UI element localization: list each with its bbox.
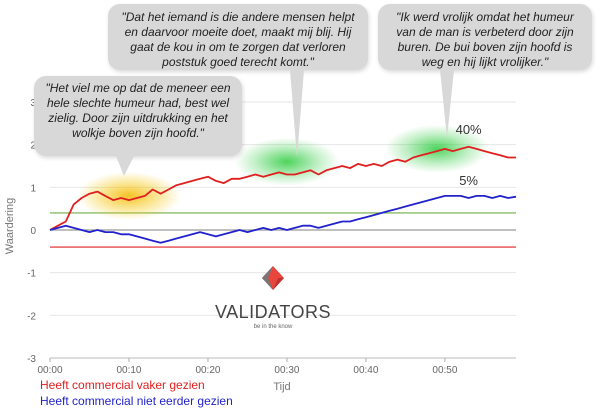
validators-logo-icon [262,266,284,290]
quote-bubble-2: "Dat het iemand is die andere mensen hel… [108,4,368,158]
x-tick-label: 00:50 [432,365,457,376]
series-line-red [49,145,516,231]
x-tick-label: 00:00 [37,365,62,376]
y-tick-label: 1 [30,183,36,194]
y-axis-label: Waardering [4,198,16,254]
y-tick-label: 3 [30,98,36,109]
y-tick-labels: -3 -2 -1 0 1 2 3 [27,98,36,365]
y-tick-label: 2 [30,141,36,152]
highlight-glow [234,137,339,186]
annotations: 40% 5% [456,122,482,188]
series-line-blue [49,195,517,244]
x-tick-label: 00:20 [195,365,220,376]
x-tick-label: 00:40 [353,365,378,376]
logo-tagline: be in the know [253,324,293,330]
x-tick-label: 00:30 [274,365,299,376]
annotation-label: 5% [459,173,478,188]
legend-entry-red: Heeft commercial vaker gezien [40,378,205,392]
annotation-label: 40% [456,122,482,137]
quote-bubble-3: "Ik werd vrolijk omdat het humeur van de… [378,4,592,138]
x-tick-labels: 00:00 00:10 00:20 00:30 00:40 00:50 [37,365,457,376]
logo-wordmark: VALIDATORS [214,302,332,322]
highlights [76,124,490,220]
highlight-glow [76,171,181,220]
validators-logo: VALIDATORS be in the know [214,262,332,332]
y-tick-label: -3 [27,354,36,365]
y-tick-label: -2 [27,311,36,322]
y-tick-label: 0 [30,226,36,237]
y-tick-label: -1 [27,269,36,280]
legend-entry-blue: Heeft commercial niet eerder gezien [40,394,233,408]
x-axis-label: Tijd [273,381,290,393]
highlight-glow [385,124,490,173]
series-lines [49,145,517,244]
x-tick-label: 00:10 [116,365,141,376]
quote-bubble-1: "Het viel me op dat de meneer een hele s… [34,76,242,176]
